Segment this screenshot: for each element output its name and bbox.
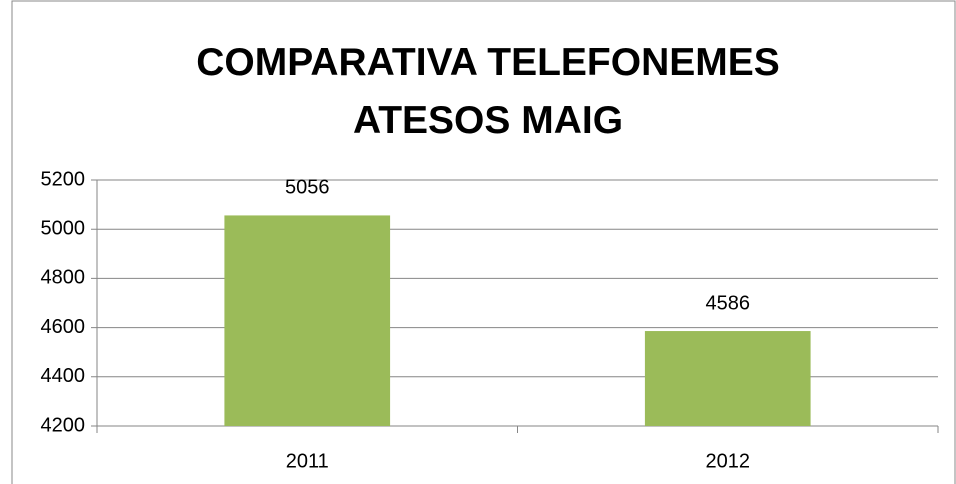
chart-title: COMPARATIVA TELEFONEMES ATESOS MAIG [196,41,780,142]
chart-border [11,0,956,484]
y-tick-label: 4400 [41,365,86,387]
data-label: 5056 [285,177,330,199]
data-label: 4586 [706,292,751,314]
bar [644,331,811,426]
y-tick-label: 4200 [41,414,86,436]
bar [224,215,391,426]
y-tick-label: 5200 [41,168,86,190]
y-tick-label: 4600 [41,316,86,338]
x-tick-label: 2011 [286,450,329,472]
y-tick-label: 4800 [41,267,86,289]
y-tick-label: 5000 [41,217,86,239]
x-tick-label: 2012 [706,450,751,472]
